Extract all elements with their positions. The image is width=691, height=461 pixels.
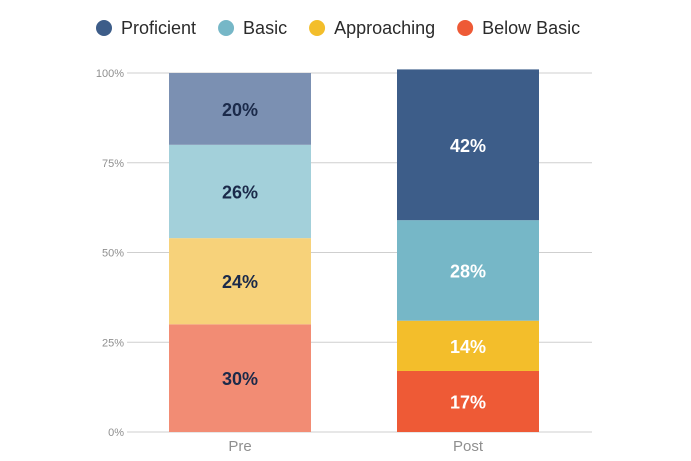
bar-segment-pre-basic: [169, 144, 311, 239]
bar-segment-pre-below-basic: [169, 324, 311, 432]
y-tick-label: 0%: [108, 427, 124, 439]
legend-swatch-basic: [218, 20, 235, 36]
data-label-post-proficient: 42%: [450, 136, 486, 156]
legend-item-basic: Basic: [218, 18, 287, 38]
data-label-pre-basic: 26%: [222, 182, 258, 202]
data-label-pre-approaching: 24%: [222, 272, 258, 292]
bar-segment-post-basic: [397, 220, 539, 321]
y-tick-label: 75%: [102, 158, 124, 170]
x-category-label-pre: Pre: [228, 438, 251, 455]
legend-label-approaching: Approaching: [334, 18, 435, 38]
legend-swatch-below-basic: [457, 20, 474, 36]
bar-segment-post-approaching: [397, 320, 539, 371]
axes: 0% 25% 50% 75% 100% Pre Post: [96, 68, 484, 455]
bar-segment-pre-proficient: [169, 73, 311, 145]
legend-label-below-basic: Below Basic: [482, 18, 580, 38]
y-tick-label: 100%: [96, 68, 124, 80]
data-label-pre-proficient: 20%: [222, 100, 258, 120]
legend: Proficient Basic Approaching Below Basic: [96, 18, 580, 38]
x-category-label-post: Post: [453, 438, 484, 455]
bar-segment-pre-approaching: [169, 238, 311, 325]
legend-item-proficient: Proficient: [96, 18, 196, 38]
data-label-post-basic: 28%: [450, 261, 486, 281]
bar-segment-post-proficient: [397, 69, 539, 221]
legend-item-below-basic: Below Basic: [457, 18, 580, 38]
legend-item-approaching: Approaching: [309, 18, 435, 38]
bar-segment-post-below-basic: [397, 370, 539, 432]
y-tick-label: 25%: [102, 337, 124, 349]
legend-swatch-proficient: [96, 20, 112, 36]
legend-label-proficient: Proficient: [121, 18, 196, 38]
legend-swatch-approaching: [309, 20, 326, 36]
data-label-post-approaching: 14%: [450, 337, 486, 357]
legend-label-basic: Basic: [243, 18, 287, 38]
data-label-pre-below-basic: 30%: [222, 369, 258, 389]
data-label-post-below-basic: 17%: [450, 392, 486, 412]
y-tick-label: 50%: [102, 248, 124, 260]
bars: 30% 24% 26% 20% 17% 14% 28% 42%: [169, 69, 539, 432]
